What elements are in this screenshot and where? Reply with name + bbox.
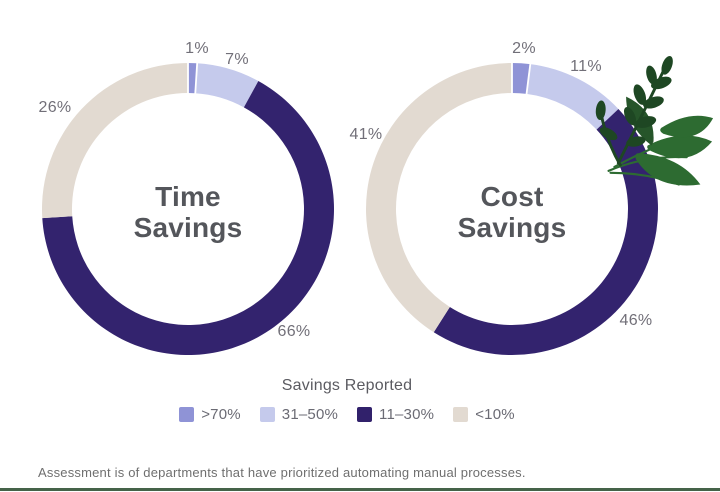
legend-label-11-30: 11–30% xyxy=(379,406,435,423)
cost-savings-donut-chart xyxy=(366,61,658,355)
cost-savings-label-31-50: 11% xyxy=(570,58,602,75)
legend-item-11-30: 11–30% xyxy=(357,406,434,423)
legend-item-gt70: >70% xyxy=(179,406,241,423)
legend-swatch-lt10 xyxy=(453,407,469,422)
legend-title: Savings Reported xyxy=(281,377,413,394)
donut-segment-<10% xyxy=(42,63,188,219)
leaf-sprig-icon xyxy=(595,56,714,186)
legend-swatch-gt70 xyxy=(179,407,195,422)
donut-segment->70% xyxy=(512,63,531,94)
donut-segment-11–30% xyxy=(433,109,658,355)
donut-segment-31–50% xyxy=(195,63,259,108)
time-savings-label-31-50: 7% xyxy=(225,51,249,68)
bottom-section-divider xyxy=(0,488,720,491)
legend-label-lt10: <10% xyxy=(475,406,515,423)
legend-item-lt10: <10% xyxy=(453,406,515,423)
cost-savings-title-line1: Cost xyxy=(480,181,544,212)
legend-row: >70% 31–50% 11–30% <10% xyxy=(179,406,515,423)
footnote-text: Assessment is of departments that have p… xyxy=(38,465,526,480)
legend-item-31-50: 31–50% xyxy=(259,406,339,423)
time-savings-title: Time Savings xyxy=(38,181,338,243)
cost-savings-label-11-30: 46% xyxy=(619,312,653,329)
legend: Savings Reported >70% 31–50% 11–30% <10% xyxy=(0,377,694,423)
legend-swatch-11-30 xyxy=(357,407,373,422)
donut-segment-31–50% xyxy=(526,64,619,130)
segment-separator xyxy=(194,61,199,96)
legend-label-31-50: 31–50% xyxy=(281,406,339,423)
segment-separator xyxy=(525,62,532,97)
legend-swatch-31-50 xyxy=(259,407,275,422)
cost-savings-label-lt10: 41% xyxy=(349,126,383,143)
legend-label-gt70: >70% xyxy=(201,406,241,423)
time-savings-label-11-30: 66% xyxy=(277,323,311,340)
time-savings-label-lt10: 26% xyxy=(38,99,72,116)
time-savings-title-line1: Time xyxy=(155,181,221,212)
donut-segment-<10% xyxy=(366,63,512,333)
cost-savings-label-gt70: 2% xyxy=(512,40,536,57)
cost-savings-title: Cost Savings xyxy=(362,181,662,243)
cost-savings-title-line2: Savings xyxy=(457,212,567,243)
time-savings-donut-chart xyxy=(42,61,335,355)
time-savings-title-line2: Savings xyxy=(133,212,243,243)
time-savings-label-gt70: 1% xyxy=(185,40,209,57)
